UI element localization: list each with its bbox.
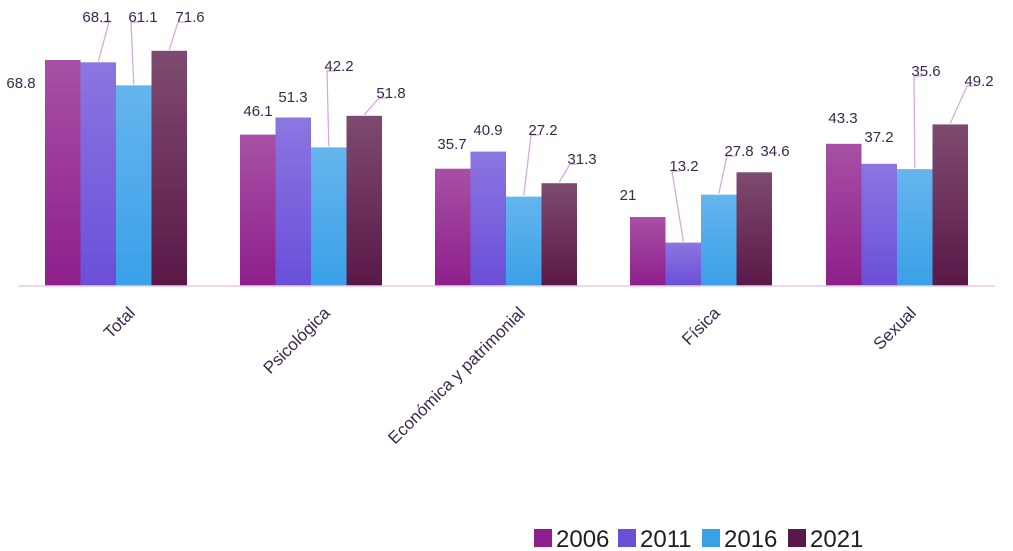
bar-2016-1 [311,147,347,286]
leader-line-2021-0 [168,21,186,50]
bars-layer [45,50,968,287]
data-label-2006-2: 35.7 [437,136,466,153]
bar-2021-0 [151,50,187,286]
data-label-2006-3: 21 [620,187,637,204]
leader-line-2021-2 [558,163,578,183]
bar-2006-4 [826,143,862,286]
leader-line-2016-3 [718,155,735,194]
bar-2011-2 [470,151,506,286]
legend-swatch-2016 [702,529,720,547]
data-label-2021-0: 71.6 [175,9,204,26]
data-label-2011-4: 37.2 [864,129,893,146]
leader-line-2016-4 [913,75,922,169]
data-label-2006-4: 43.3 [828,110,857,127]
bar-2016-0 [116,85,152,286]
bar-2021-2 [541,183,577,286]
x-tick-label-1: Psicológica [260,303,335,378]
bar-2006-3 [630,217,666,286]
bar-2011-0 [80,62,116,286]
data-label-2021-3: 34.6 [760,143,789,160]
data-label-2016-4: 35.6 [911,63,940,80]
leader-line-2016-0 [130,21,139,85]
x-tick-label-4: Sexual [870,303,920,353]
data-label-2006-0: 68.8 [6,75,35,92]
data-label-2021-4: 49.2 [964,73,993,90]
bar-2011-1 [275,117,311,286]
leader-lines-layer [97,21,975,242]
data-label-2011-2: 40.9 [473,122,502,139]
bar-2016-4 [897,169,933,286]
bar-2016-2 [506,196,542,286]
data-label-2021-1: 51.8 [376,85,405,102]
bar-2006-1 [240,134,276,286]
data-label-2011-3: 13.2 [669,158,698,175]
bar-2021-4 [932,124,968,287]
leader-line-2011-0 [97,21,110,62]
bar-2021-3 [736,172,772,286]
data-label-2016-3: 27.8 [724,143,753,160]
data-label-2016-2: 27.2 [528,122,557,139]
leader-line-2016-1 [326,70,335,147]
legend-label-2006: 2006 [556,526,609,551]
legend-swatch-2021 [788,529,806,547]
leader-line-2021-4 [949,85,975,124]
leader-line-2011-3 [671,170,684,242]
bar-2006-0 [45,60,81,286]
x-tick-labels-layer: Total Psicológica Económica y patrimonial F… [100,303,920,448]
x-tick-label-2: Económica y patrimonial [384,303,528,447]
bar-2016-3 [701,194,737,286]
legend-label-2021: 2021 [810,526,863,551]
data-label-2016-1: 42.2 [324,58,353,75]
legend-swatch-2011 [618,529,636,547]
bar-2011-4 [861,163,897,286]
legend: 2006 2011 2016 2021 [534,526,863,551]
bar-2021-1 [346,115,382,286]
legend-label-2016: 2016 [724,526,777,551]
leader-line-2021-1 [363,97,387,116]
x-tick-label-0: Total [100,303,139,342]
legend-swatch-2006 [534,529,552,547]
data-label-2011-1: 51.3 [278,89,307,106]
data-label-2006-1: 46.1 [243,103,272,120]
data-label-2016-0: 61.1 [128,9,157,26]
leader-line-2016-2 [523,134,539,196]
bar-2011-3 [665,242,701,286]
x-tick-label-3: Física [678,303,724,349]
legend-label-2011: 2011 [640,526,692,551]
bar-2006-2 [435,168,471,286]
data-labels-layer: 68.8 68.1 61.1 71.6 46.1 51.3 42.2 51.8 35.7 40.9… [6,9,993,204]
data-label-2011-0: 68.1 [82,9,111,26]
data-label-2021-2: 31.3 [567,151,596,168]
